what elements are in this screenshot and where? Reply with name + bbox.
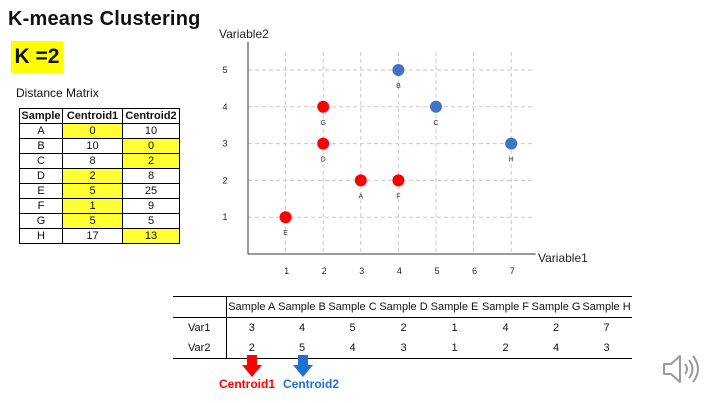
data-point-h	[505, 137, 518, 150]
header-cell: Sample E	[429, 296, 480, 318]
distance-cell: 13	[122, 228, 180, 244]
value-cell: 4	[327, 338, 378, 359]
data-point-g	[317, 100, 330, 113]
distance-row: E 5 25	[19, 183, 180, 199]
x-tick-label: 6	[472, 266, 477, 276]
y-tick-label: 5	[222, 65, 227, 75]
sample-table-header: Sample A Sample B Sample C Sample D Samp…	[173, 296, 632, 318]
value-cell: 4	[502, 322, 509, 334]
distance-cell: 0	[62, 123, 123, 139]
y-axis-label: Variable2	[219, 27, 269, 41]
sample-values-table: Sample A Sample B Sample C Sample D Samp…	[173, 296, 632, 359]
distance-cell: 5	[62, 213, 123, 229]
row-label: Var2	[173, 338, 227, 359]
value-cell: 4	[531, 338, 581, 359]
point-label: C	[433, 120, 438, 127]
k-value-badge: K =2	[11, 41, 63, 73]
distance-cell: 25	[122, 183, 180, 199]
distance-cell: 17	[62, 228, 123, 244]
value-cell: 2	[400, 322, 407, 334]
value-cell: 5	[349, 322, 356, 334]
header-cell: Sample D	[378, 296, 429, 318]
slide-title: K-means Clustering	[8, 8, 201, 30]
data-point-c	[430, 100, 442, 113]
centroid1-label: Centroid1	[219, 377, 276, 391]
distance-matrix-label: Distance Matrix	[16, 86, 99, 100]
value-cell: 3	[581, 338, 632, 359]
data-point-b	[392, 64, 405, 76]
x-tick-label: 4	[397, 266, 402, 276]
header-cell: Sample C	[327, 296, 378, 318]
data-point-a	[354, 174, 367, 187]
x-axis-label: Variable1	[538, 251, 588, 265]
x-tick-label: 3	[359, 266, 364, 276]
value-cell: 3	[248, 322, 255, 334]
point-label: D	[321, 157, 326, 164]
distance-row: H 17 13	[19, 228, 180, 244]
value-cell: 4	[298, 322, 306, 334]
y-tick-label: 3	[222, 139, 227, 149]
row-label: Var1	[173, 317, 227, 338]
header-cell: Sample G	[531, 296, 581, 318]
distance-row: B 10 0	[19, 138, 180, 154]
corner-cell	[173, 296, 227, 318]
centroid2-arrow-icon	[293, 355, 313, 377]
header-cell: Sample F	[480, 296, 531, 318]
x-tick-label: 5	[434, 266, 439, 276]
value-cell: 3	[378, 338, 429, 359]
distance-cell: 1	[62, 198, 123, 214]
point-label: G	[320, 120, 325, 127]
speaker-icon[interactable]	[661, 352, 705, 386]
y-tick-label: 4	[222, 102, 227, 112]
header-cell: Sample H	[581, 296, 632, 318]
distance-cell: 0	[122, 138, 180, 154]
sample-value-row: Var1 3 4 5 2 1 4 2 7	[173, 317, 632, 338]
point-label: H	[509, 157, 514, 164]
distance-matrix-table: Sample Centroid1 Centroid2 A 0 10 B 10 0 C 8 2 D 2…	[19, 108, 180, 244]
point-label: F	[396, 193, 400, 200]
sample-value-row: Var2 2 5 4 3 1 2 4 3	[173, 338, 632, 359]
data-point-f	[392, 174, 405, 187]
centroid2-label: Centroid2	[283, 377, 340, 391]
x-tick-label: 1	[284, 266, 289, 276]
point-label: A	[358, 193, 363, 200]
x-tick-label: 7	[510, 266, 515, 276]
x-tick-label: 2	[322, 266, 327, 276]
value-cell: 1	[429, 338, 480, 359]
y-tick-label: 2	[222, 175, 227, 185]
centroid1-arrow-icon	[242, 355, 262, 377]
value-cell: 1	[451, 322, 458, 334]
point-label: E	[283, 230, 288, 237]
distance-cell: 2	[122, 153, 180, 169]
distance-cell: 2	[62, 168, 123, 184]
y-tick-label: 1	[222, 212, 227, 222]
value-cell: 2	[552, 322, 560, 334]
point-label: B	[396, 83, 401, 90]
value-cell: 2	[480, 338, 531, 359]
header-cell: Sample	[19, 108, 63, 124]
value-cell: 7	[603, 322, 610, 334]
header-cell: Sample A	[226, 296, 277, 318]
data-point-e	[279, 211, 292, 224]
header-cell: Sample B	[277, 296, 327, 318]
data-point-d	[317, 137, 330, 150]
